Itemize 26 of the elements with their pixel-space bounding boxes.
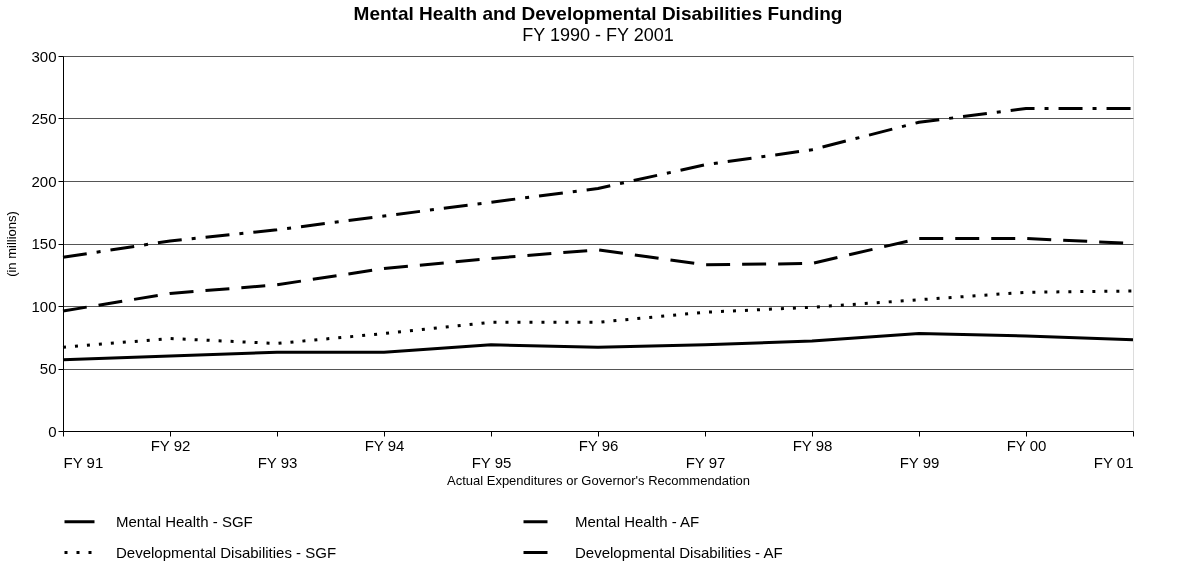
y-tick-label: 200 bbox=[31, 172, 57, 190]
y-tick-label: 250 bbox=[31, 110, 57, 127]
y-tick-label: 0 bbox=[48, 422, 57, 440]
x-tick-label: FY 98 bbox=[792, 436, 833, 454]
legend-label: Mental Health - SGF bbox=[116, 512, 253, 530]
y-tick-label: 150 bbox=[31, 235, 57, 252]
x-tick-label: FY 93 bbox=[257, 453, 298, 471]
x-tick-label: FY 99 bbox=[899, 453, 940, 471]
y-tick-label: 300 bbox=[31, 47, 57, 65]
x-tick-label: FY 00 bbox=[1006, 436, 1047, 454]
y-tick-label: 100 bbox=[31, 297, 57, 315]
chart-subtitle: FY 1990 - FY 2001 bbox=[522, 25, 674, 45]
x-tick-label: FY 01 bbox=[1093, 453, 1134, 471]
x-tick-label: FY 94 bbox=[364, 436, 405, 454]
x-tick-label: FY 91 bbox=[63, 453, 104, 471]
legend-label: Mental Health - AF bbox=[575, 512, 700, 530]
y-tick-label: 50 bbox=[39, 360, 57, 377]
legend-label: Developmental Disabilities - AF bbox=[575, 543, 783, 561]
x-axis-title: Actual Expenditures or Governor's Recommendation bbox=[446, 472, 751, 488]
x-tick-label: FY 96 bbox=[578, 436, 619, 454]
legend-label: Developmental Disabilities - SGF bbox=[116, 543, 337, 561]
y-axis-title: (in millions) bbox=[4, 211, 20, 277]
x-tick-label: FY 97 bbox=[685, 453, 726, 471]
x-tick-label: FY 92 bbox=[150, 436, 191, 454]
x-tick-label: FY 95 bbox=[471, 453, 512, 471]
chart-title: Mental Health and Developmental Disabilities Funding bbox=[353, 3, 843, 24]
